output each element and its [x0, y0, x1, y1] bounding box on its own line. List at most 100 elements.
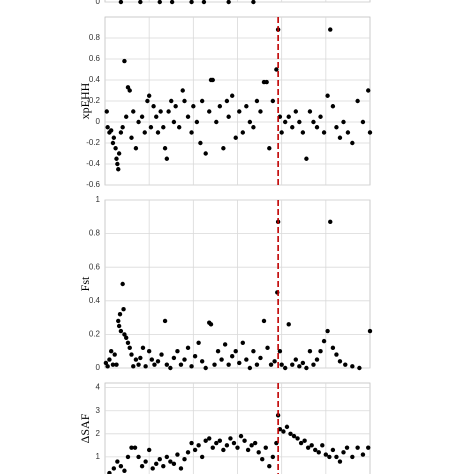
data-point — [307, 349, 313, 354]
y-tick-label: 0.8 — [89, 229, 101, 238]
data-point — [217, 104, 223, 109]
data-point — [129, 352, 134, 357]
y-axis-title: Fst — [78, 276, 92, 291]
data-point — [367, 130, 373, 135]
data-point — [120, 125, 125, 130]
y-tick-label: -0.6 — [86, 180, 100, 189]
data-point — [341, 450, 346, 455]
data-point — [171, 461, 177, 467]
data-point — [279, 362, 284, 367]
data-point — [192, 447, 198, 453]
data-point — [281, 429, 286, 434]
data-point — [314, 357, 320, 362]
data-point — [355, 445, 360, 450]
data-point — [146, 447, 152, 453]
data-point — [305, 445, 311, 450]
data-point — [217, 438, 223, 443]
data-point — [341, 119, 346, 125]
data-point — [203, 365, 208, 371]
data-point — [198, 140, 203, 146]
data-point — [161, 463, 166, 469]
data-point — [143, 459, 148, 464]
data-point — [136, 362, 141, 367]
data-point — [286, 322, 291, 327]
y-tick-label: 1 — [96, 195, 101, 204]
data-point — [284, 424, 290, 430]
data-point — [148, 125, 154, 130]
y-tick-label: 0 — [96, 0, 101, 6]
data-point — [185, 450, 191, 455]
data-point — [122, 468, 127, 473]
data-point — [321, 130, 327, 135]
data-point — [142, 130, 147, 135]
data-point — [337, 135, 343, 140]
data-point — [138, 0, 143, 5]
data-point — [270, 454, 276, 460]
data-point — [237, 109, 242, 114]
data-point — [265, 345, 270, 351]
data-point — [152, 362, 157, 367]
data-point — [168, 459, 173, 464]
data-point — [105, 364, 110, 369]
data-point — [127, 88, 132, 93]
data-point — [182, 98, 187, 104]
data-point — [343, 362, 348, 367]
data-point — [199, 454, 205, 460]
data-point — [131, 109, 136, 114]
data-point — [263, 445, 268, 450]
data-point — [337, 359, 343, 364]
data-point — [298, 440, 304, 446]
data-point — [233, 135, 238, 140]
data-point — [189, 130, 194, 135]
data-point — [114, 156, 119, 161]
data-point — [185, 345, 191, 351]
data-point — [155, 359, 161, 364]
data-point — [272, 359, 277, 364]
data-point — [254, 362, 260, 367]
data-point — [164, 156, 170, 161]
data-point — [268, 362, 274, 367]
data-point — [325, 328, 330, 334]
data-point — [283, 119, 288, 125]
data-point — [164, 454, 170, 460]
data-point — [132, 445, 138, 450]
data-point — [238, 433, 244, 439]
data-point — [283, 365, 288, 371]
data-point — [118, 0, 124, 5]
y-tick-label: 0.6 — [89, 262, 101, 271]
data-point — [297, 119, 302, 125]
data-point — [158, 109, 163, 114]
data-point — [138, 355, 143, 361]
data-point — [116, 167, 121, 172]
y-tick-label: 2 — [96, 429, 101, 438]
data-point — [149, 357, 155, 362]
data-point — [105, 125, 110, 130]
data-point — [247, 365, 253, 371]
data-point — [168, 365, 173, 371]
data-point — [129, 135, 134, 140]
data-point — [171, 355, 177, 361]
data-point — [191, 104, 196, 109]
data-point — [199, 98, 205, 104]
data-point — [201, 0, 207, 5]
data-point — [185, 114, 191, 119]
data-point — [210, 445, 215, 450]
data-point — [251, 349, 256, 354]
y-tick-label: 0.4 — [89, 75, 101, 84]
y-tick-label: -0.2 — [86, 138, 100, 147]
data-point — [196, 340, 201, 345]
data-point — [133, 146, 139, 151]
data-point — [115, 161, 120, 167]
data-point — [260, 457, 265, 462]
data-point — [328, 27, 333, 32]
data-point — [350, 140, 355, 146]
data-point — [182, 357, 187, 362]
data-point — [337, 459, 343, 464]
data-point — [334, 454, 339, 460]
data-point — [279, 130, 284, 135]
data-point — [155, 130, 161, 135]
data-point — [309, 443, 314, 448]
y-tick-label: 0 — [96, 117, 101, 126]
y-tick-label: 0 — [96, 363, 101, 372]
